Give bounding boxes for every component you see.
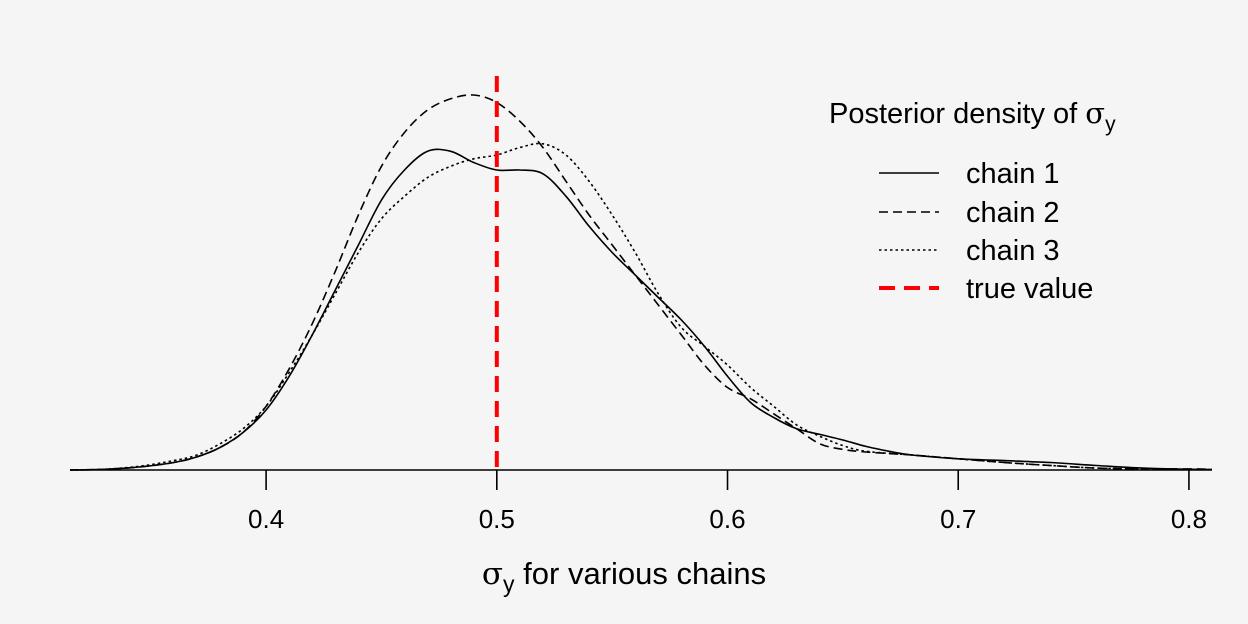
density-curves — [69, 94, 1213, 471]
x-axis-title: σy for various chains — [482, 556, 766, 597]
legend-label: true value — [966, 273, 1093, 305]
legend-title-text: Posterior density of — [829, 98, 1085, 130]
legend-title: Posterior density of σy — [829, 96, 1116, 136]
series-line-chain-3 — [69, 142, 1213, 471]
legend-label: chain 2 — [966, 197, 1060, 229]
legend-title-symbol: σ — [1085, 96, 1105, 130]
legend-label: chain 3 — [966, 235, 1060, 267]
x-axis-title-symbol: σ — [482, 556, 503, 592]
x-tick-label: 0.6 — [709, 504, 745, 534]
x-tick-label: 0.4 — [248, 504, 284, 534]
legend-entries: chain 1 chain 2 chain 3 true value — [879, 158, 1093, 305]
x-axis-title-subscript: y — [503, 571, 515, 597]
x-tick-label: 0.7 — [940, 504, 976, 534]
legend-title-subscript: y — [1105, 113, 1116, 136]
x-tick-label: 0.8 — [1171, 504, 1207, 534]
x-axis-title-text: for various chains — [515, 556, 767, 591]
legend-label: chain 1 — [966, 158, 1060, 190]
x-axis: 0.4 0.5 0.6 0.7 0.8 — [70, 469, 1212, 534]
x-tick-label: 0.5 — [479, 504, 515, 534]
